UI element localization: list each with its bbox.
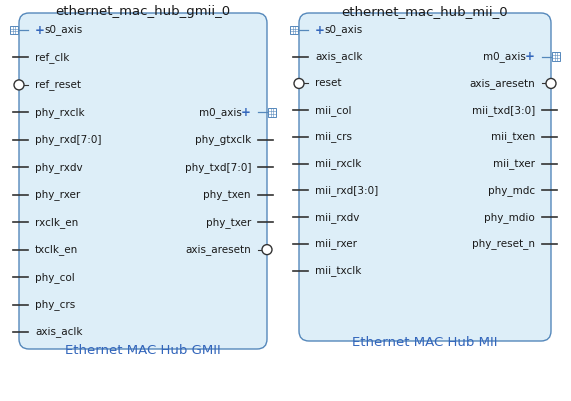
Text: Ethernet MAC Hub MII: Ethernet MAC Hub MII [352, 336, 498, 349]
Text: phy_rxer: phy_rxer [35, 189, 81, 200]
Text: axis_aclk: axis_aclk [35, 326, 82, 338]
Text: rxclk_en: rxclk_en [35, 217, 78, 228]
Text: mii_txd[3:0]: mii_txd[3:0] [472, 105, 535, 115]
Text: +: + [35, 24, 45, 36]
Text: ref_clk: ref_clk [35, 52, 69, 63]
Text: mii_rxclk: mii_rxclk [315, 158, 361, 169]
Text: axis_aclk: axis_aclk [315, 51, 363, 62]
Text: mii_txclk: mii_txclk [315, 265, 361, 276]
Bar [10, 26, 18, 34]
Circle shape [14, 80, 24, 90]
Text: ethernet_mac_hub_gmii_0: ethernet_mac_hub_gmii_0 [55, 5, 231, 18]
FancyBboxPatch shape [19, 13, 267, 349]
Text: +: + [241, 106, 251, 119]
Text: ref_reset: ref_reset [35, 79, 81, 90]
Text: mii_rxer: mii_rxer [315, 238, 357, 249]
Text: phy_txen: phy_txen [203, 189, 251, 200]
Text: phy_crs: phy_crs [35, 299, 75, 310]
Text: phy_rxdv: phy_rxdv [35, 162, 83, 173]
Text: txclk_en: txclk_en [35, 244, 78, 255]
Text: Ethernet MAC Hub GMII: Ethernet MAC Hub GMII [65, 344, 221, 357]
Text: +: + [525, 50, 535, 63]
Bar [268, 108, 276, 117]
Text: phy_gtxclk: phy_gtxclk [195, 134, 251, 145]
Bar [552, 52, 560, 61]
Text: phy_col: phy_col [35, 271, 75, 283]
Bar [289, 26, 299, 34]
Text: mii_crs: mii_crs [315, 132, 352, 142]
Circle shape [546, 79, 556, 89]
Text: m0_axis: m0_axis [483, 51, 526, 62]
Text: +: + [315, 24, 325, 36]
Text: phy_rxclk: phy_rxclk [35, 107, 85, 118]
FancyBboxPatch shape [299, 13, 551, 341]
Text: axis_aresetn: axis_aresetn [185, 244, 251, 255]
Text: phy_rxd[7:0]: phy_rxd[7:0] [35, 134, 102, 145]
Text: m0_axis: m0_axis [199, 107, 242, 118]
Text: phy_txer: phy_txer [206, 217, 251, 228]
Text: s0_axis: s0_axis [324, 24, 362, 35]
Circle shape [294, 79, 304, 89]
Text: mii_rxd[3:0]: mii_rxd[3:0] [315, 185, 378, 196]
Text: reset: reset [315, 79, 341, 89]
Circle shape [262, 245, 272, 255]
Text: phy_mdc: phy_mdc [488, 185, 535, 196]
Text: mii_txen: mii_txen [490, 132, 535, 142]
Text: mii_rxdv: mii_rxdv [315, 212, 359, 223]
Text: ethernet_mac_hub_mii_0: ethernet_mac_hub_mii_0 [341, 5, 508, 18]
Text: phy_reset_n: phy_reset_n [472, 238, 535, 249]
Text: axis_aresetn: axis_aresetn [469, 78, 535, 89]
Text: phy_mdio: phy_mdio [484, 212, 535, 223]
Text: phy_txd[7:0]: phy_txd[7:0] [184, 162, 251, 173]
Text: mii_txer: mii_txer [493, 158, 535, 169]
Text: s0_axis: s0_axis [44, 24, 82, 35]
Text: mii_col: mii_col [315, 105, 352, 115]
